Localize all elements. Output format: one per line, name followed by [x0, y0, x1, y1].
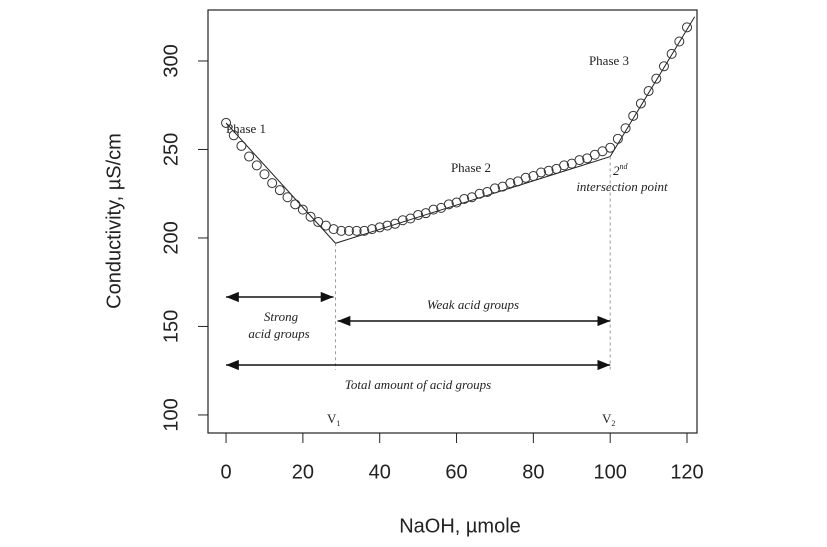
data-point — [259, 169, 270, 180]
annotation: Total amount of acid groups — [345, 377, 491, 392]
plot-frame — [207, 9, 698, 434]
y-tick-label: 300 — [160, 44, 182, 77]
x-axis-label: NaOH, µmole — [399, 515, 521, 537]
annotation: 2 — [613, 163, 620, 178]
data-point — [251, 160, 262, 171]
data-point — [290, 199, 301, 210]
y-tick-label: 100 — [160, 398, 182, 431]
annotation: Phase 1 — [226, 121, 266, 136]
annotation: Strong — [264, 309, 299, 324]
data-point — [474, 188, 485, 199]
y-tick-label: 150 — [160, 310, 182, 343]
data-point — [651, 73, 662, 84]
x-tick-label: 60 — [445, 461, 467, 483]
annotation: V1 — [327, 411, 340, 428]
data-point — [382, 220, 393, 231]
data-point — [682, 22, 693, 33]
x-tick-label: 120 — [670, 461, 703, 483]
data-point — [543, 165, 554, 176]
annotation: Phase 2 — [451, 160, 491, 175]
data-point — [328, 224, 339, 235]
data-point — [359, 225, 370, 236]
data-point — [520, 172, 531, 183]
data-point — [489, 183, 500, 194]
annotation: intersection point — [576, 179, 668, 194]
annotation: acid groups — [248, 326, 309, 341]
data-point — [351, 225, 362, 236]
x-tick-label: 80 — [522, 461, 544, 483]
data-point — [605, 142, 616, 153]
data-point — [559, 160, 570, 171]
data-point — [274, 185, 285, 196]
data-point — [666, 48, 677, 59]
data-point — [413, 209, 424, 220]
data-point — [236, 140, 247, 151]
x-tick-label: 100 — [593, 461, 626, 483]
annotation: V — [602, 411, 612, 426]
data-point — [367, 224, 378, 235]
x-tick-label: 0 — [220, 461, 231, 483]
data-point — [343, 225, 354, 236]
annotation: 2 — [611, 419, 615, 428]
annotation: V — [327, 411, 337, 426]
data-point — [228, 130, 239, 141]
data-point — [635, 98, 646, 109]
data-point — [505, 178, 516, 189]
annotation: 2nd — [613, 162, 629, 178]
data-point — [628, 110, 639, 121]
data-point — [674, 36, 685, 47]
x-tick-label: 20 — [292, 461, 314, 483]
x-tick-label: 40 — [369, 461, 391, 483]
data-point — [643, 86, 654, 97]
fit-line — [225, 16, 696, 244]
y-tick-label: 200 — [160, 221, 182, 254]
data-point — [612, 133, 623, 144]
data-point — [244, 151, 255, 162]
data-point — [297, 204, 308, 215]
data-point — [658, 61, 669, 72]
y-axis-label: Conductivity, µS/cm — [103, 133, 125, 309]
data-point — [267, 178, 278, 189]
data-point — [305, 211, 316, 222]
data-point — [574, 155, 585, 166]
data-point — [336, 225, 347, 236]
y-tick-label: 250 — [160, 133, 182, 166]
data-point — [428, 204, 439, 215]
annotation: 1 — [336, 419, 340, 428]
annotation: Weak acid groups — [427, 297, 519, 312]
data-point — [443, 199, 454, 210]
data-point — [397, 215, 408, 226]
data-point — [374, 222, 385, 233]
data-point — [459, 194, 470, 205]
data-point — [536, 167, 547, 178]
data-point — [620, 123, 631, 134]
data-point — [282, 192, 293, 203]
annotation: Phase 3 — [589, 53, 629, 68]
annotation: V2 — [602, 411, 615, 428]
annotation: nd — [620, 162, 629, 171]
data-point — [221, 117, 232, 128]
